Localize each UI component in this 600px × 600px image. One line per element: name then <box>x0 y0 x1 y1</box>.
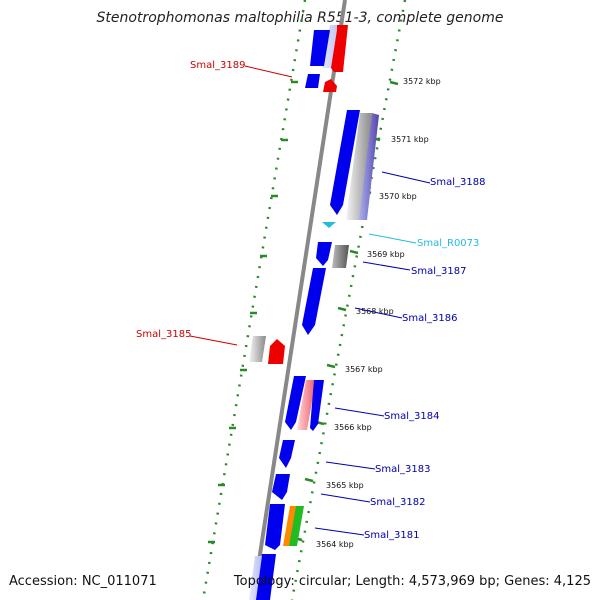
gene-block <box>249 336 266 362</box>
gene-block <box>332 245 349 268</box>
forward-strand-genes <box>249 25 379 600</box>
gene-block <box>249 556 262 600</box>
gene-label-smal-3185: Smal_3185 <box>136 329 191 340</box>
kbp-label: 3568 kbp <box>356 307 394 316</box>
topology-text: Topology: circular; Length: 4,573,969 bp… <box>233 574 591 589</box>
gene-label-smal-3189: Smal_3189 <box>190 60 245 71</box>
leader-lines <box>189 65 431 536</box>
gene-labels: Smal_3189 Smal_3185 Smal_3188 Smal_R0073… <box>136 60 485 541</box>
genome-title: Stenotrophomonas maltophilia R551-3, com… <box>96 10 504 26</box>
gene-label-smal-3187: Smal_3187 <box>411 266 466 277</box>
gene-block <box>279 440 295 468</box>
gene-block <box>359 113 379 220</box>
kbp-label: 3564 kbp <box>316 540 354 549</box>
gene-block <box>285 376 306 430</box>
kbp-label: 3571 kbp <box>391 135 429 144</box>
inner-scale-ring <box>201 0 307 600</box>
rna-feature <box>322 222 336 228</box>
genome-backbone <box>251 0 347 600</box>
gene-label-smal-3186: Smal_3186 <box>402 313 457 324</box>
gene-block <box>346 113 372 220</box>
gene-block <box>268 339 285 364</box>
kbp-label: 3567 kbp <box>345 365 383 374</box>
gene-label-smal-3184: Smal_3184 <box>384 411 439 422</box>
kbp-label: 3572 kbp <box>403 77 441 86</box>
gene-block <box>310 30 330 66</box>
scale-labels: 3572 kbp 3571 kbp 3570 kbp 3569 kbp 3568… <box>316 77 441 549</box>
kbp-label: 3570 kbp <box>379 192 417 201</box>
reverse-strand-genes <box>249 74 337 364</box>
gene-block <box>310 380 324 431</box>
kbp-label: 3566 kbp <box>334 423 372 432</box>
kbp-label: 3569 kbp <box>367 250 405 259</box>
gene-block <box>331 25 348 72</box>
kbp-label: 3565 kbp <box>326 481 364 490</box>
gene-block <box>302 268 326 335</box>
gene-block <box>283 506 297 546</box>
gene-label-smal-3183: Smal_3183 <box>375 464 430 475</box>
gene-label-smal-3181: Smal_3181 <box>364 530 419 541</box>
gene-label-smal-3182: Smal_3182 <box>370 497 425 508</box>
gene-label-smal-r0073: Smal_R0073 <box>417 238 479 249</box>
accession-text: Accession: NC_011071 <box>9 574 157 589</box>
inner-scale-ticks <box>208 80 298 544</box>
gene-label-smal-3188: Smal_3188 <box>430 177 485 188</box>
gene-block <box>316 242 332 266</box>
gene-block <box>330 110 360 215</box>
gene-block <box>265 504 285 550</box>
gene-block <box>289 506 304 546</box>
gene-block <box>272 474 290 500</box>
gene-block <box>297 380 316 430</box>
outer-scale-ring <box>290 0 407 600</box>
gene-block <box>305 74 320 88</box>
gene-block <box>323 79 337 92</box>
